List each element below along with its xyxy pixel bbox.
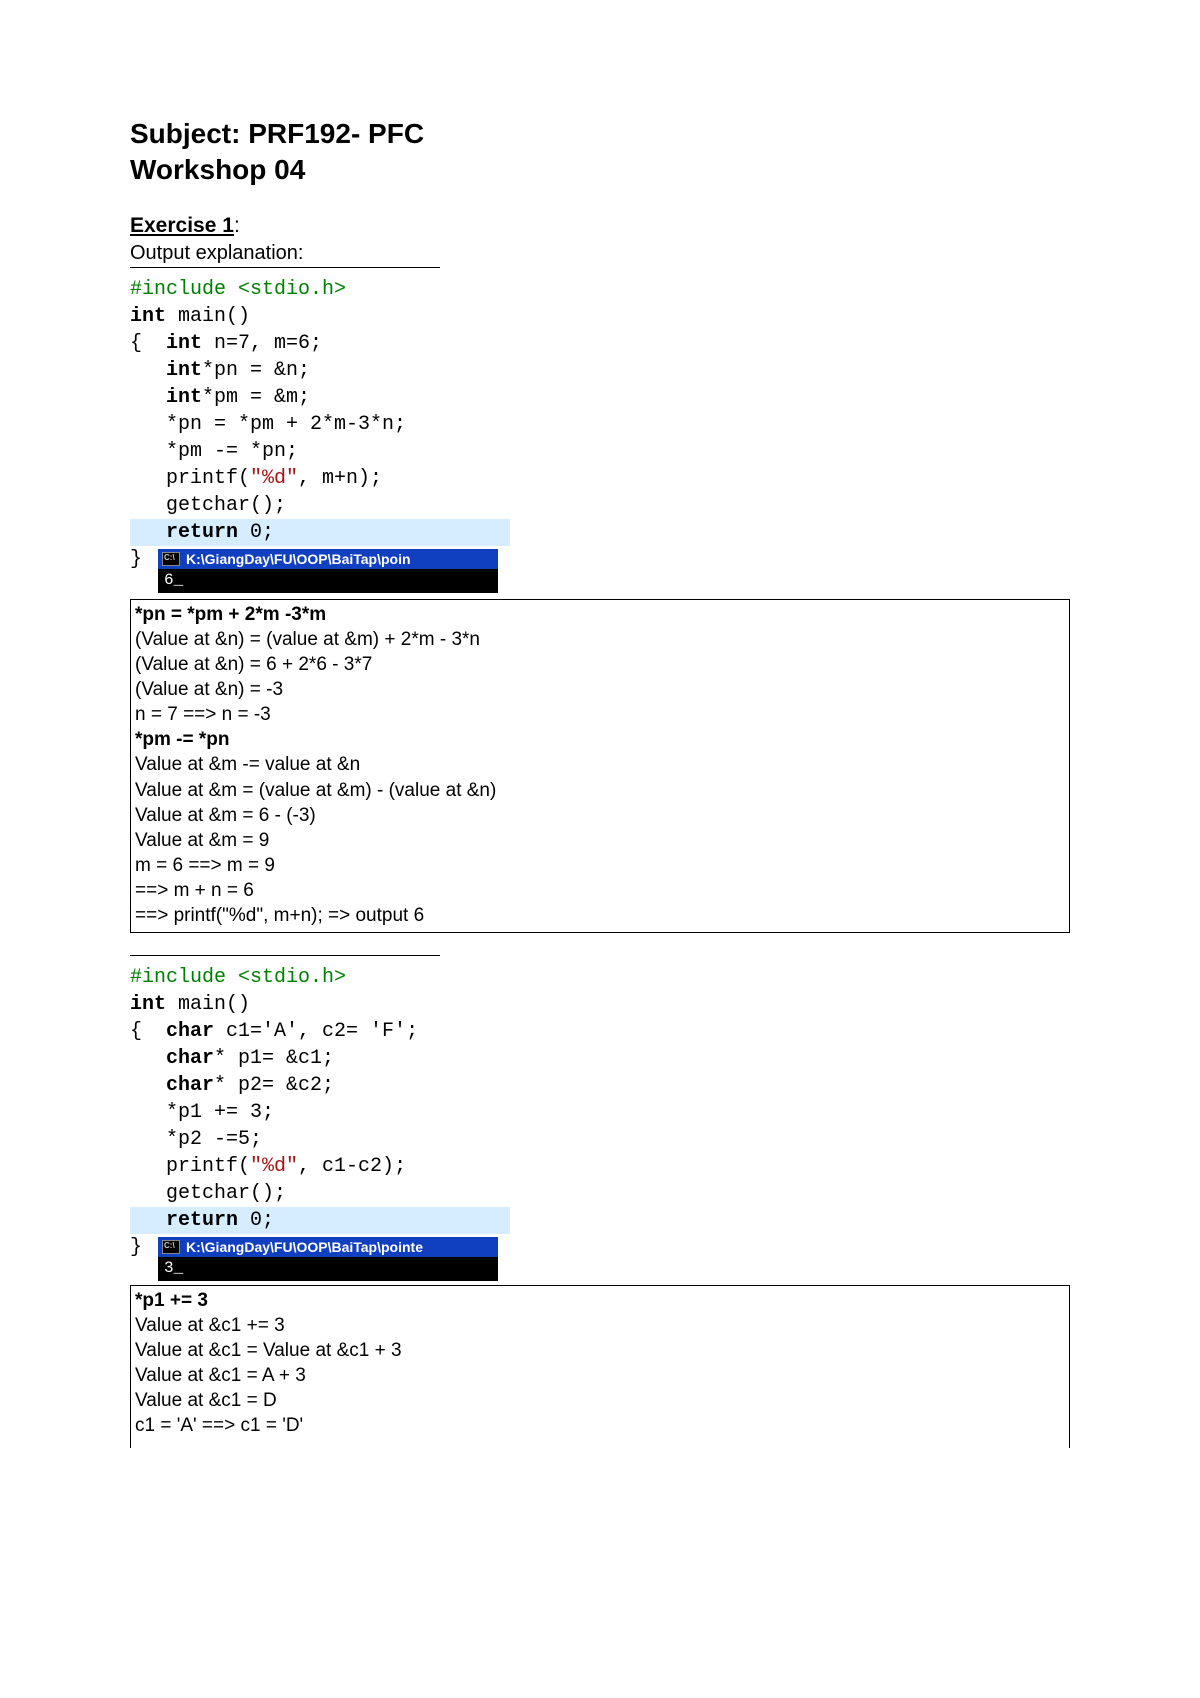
- cmd-icon: [162, 1240, 180, 1254]
- explain-line: Value at &c1 = D: [135, 1388, 1065, 1413]
- code-line: #include <stdio.h>: [130, 966, 346, 989]
- exercise-label: Exercise 1: [130, 214, 234, 237]
- explain-line: Value at &c1 += 3: [135, 1313, 1065, 1338]
- divider: [130, 267, 440, 268]
- code-line: *p2 -=5;: [130, 1128, 262, 1151]
- code-line: *pn = *pm + 2*m-3*n;: [130, 413, 406, 436]
- console-titlebar: K:\GiangDay\FU\OOP\BaiTap\poin: [158, 549, 498, 569]
- console-window-1: K:\GiangDay\FU\OOP\BaiTap\poin 6_: [158, 549, 1070, 593]
- console-title-text: K:\GiangDay\FU\OOP\BaiTap\pointe: [186, 1239, 423, 1255]
- console-output: 6_: [158, 569, 498, 593]
- code-line: int*pm = &m;: [130, 386, 310, 409]
- code-line: printf("%d", m+n);: [130, 467, 382, 490]
- explain-line: m = 6 ==> m = 9: [135, 853, 1065, 878]
- code-line: *p1 += 3;: [130, 1101, 274, 1124]
- code-line: printf("%d", c1-c2);: [130, 1155, 406, 1178]
- explain-line: (Value at &n) = -3: [135, 677, 1065, 702]
- explain-line: ==> printf("%d", m+n); => output 6: [135, 903, 1065, 928]
- explain-line: (Value at &n) = (value at &m) + 2*m - 3*…: [135, 627, 1065, 652]
- code-line: getchar();: [130, 494, 286, 517]
- code-block-2: #include <stdio.h> int main() { char c1=…: [130, 960, 1070, 1261]
- code-line: getchar();: [130, 1182, 286, 1205]
- code-block-1: #include <stdio.h> int main() { int n=7,…: [130, 272, 1070, 573]
- console-output: 3_: [158, 1257, 498, 1281]
- code-line: int main(): [130, 993, 250, 1016]
- code-line: int main(): [130, 305, 250, 328]
- explain-line: Value at &c1 = A + 3: [135, 1363, 1065, 1388]
- divider: [130, 955, 440, 956]
- explain-line: (Value at &n) = 6 + 2*6 - 3*7: [135, 652, 1065, 677]
- explain-line: ==> m + n = 6: [135, 878, 1065, 903]
- explain-line: *pm -= *pn: [135, 727, 1065, 752]
- explain-line: Value at &m = 6 - (-3): [135, 803, 1065, 828]
- output-explanation-label: Output explanation:: [130, 242, 1070, 265]
- exercise-colon: :: [234, 214, 240, 237]
- page-title: Subject: PRF192- PFC: [130, 118, 1070, 150]
- document-page: Subject: PRF192- PFC Workshop 04 Exercis…: [0, 0, 1200, 1488]
- code-line: int*pn = &n;: [130, 359, 310, 382]
- code-line: char* p1= &c1;: [130, 1047, 334, 1070]
- code-line-highlighted: return 0;: [130, 1207, 510, 1234]
- explanation-box-1: *pn = *pm + 2*m -3*m (Value at &n) = (va…: [130, 599, 1070, 933]
- explain-line: Value at &m = 9: [135, 828, 1065, 853]
- code-line: { int n=7, m=6;: [130, 332, 322, 355]
- cmd-icon: [162, 552, 180, 566]
- page-subtitle: Workshop 04: [130, 154, 1070, 186]
- code-line: { char c1='A', c2= 'F';: [130, 1020, 418, 1043]
- code-line-highlighted: return 0;: [130, 519, 510, 546]
- code-line: #include <stdio.h>: [130, 278, 346, 301]
- explanation-box-2: *p1 += 3 Value at &c1 += 3 Value at &c1 …: [130, 1285, 1070, 1448]
- explain-line: Value at &m = (value at &m) - (value at …: [135, 778, 1065, 803]
- console-window-2: K:\GiangDay\FU\OOP\BaiTap\pointe 3_: [158, 1237, 1070, 1281]
- console-titlebar: K:\GiangDay\FU\OOP\BaiTap\pointe: [158, 1237, 498, 1257]
- code-line: char* p2= &c2;: [130, 1074, 334, 1097]
- explain-line: Value at &c1 = Value at &c1 + 3: [135, 1338, 1065, 1363]
- explain-line: *p1 += 3: [135, 1288, 1065, 1313]
- explain-line: *pn = *pm + 2*m -3*m: [135, 602, 1065, 627]
- explain-line: Value at &m -= value at &n: [135, 752, 1065, 777]
- exercise-heading: Exercise 1:: [130, 214, 1070, 238]
- explain-line: c1 = 'A' ==> c1 = 'D': [135, 1413, 1065, 1438]
- console-title-text: K:\GiangDay\FU\OOP\BaiTap\poin: [186, 551, 411, 567]
- code-line: *pm -= *pn;: [130, 440, 298, 463]
- explain-line: n = 7 ==> n = -3: [135, 702, 1065, 727]
